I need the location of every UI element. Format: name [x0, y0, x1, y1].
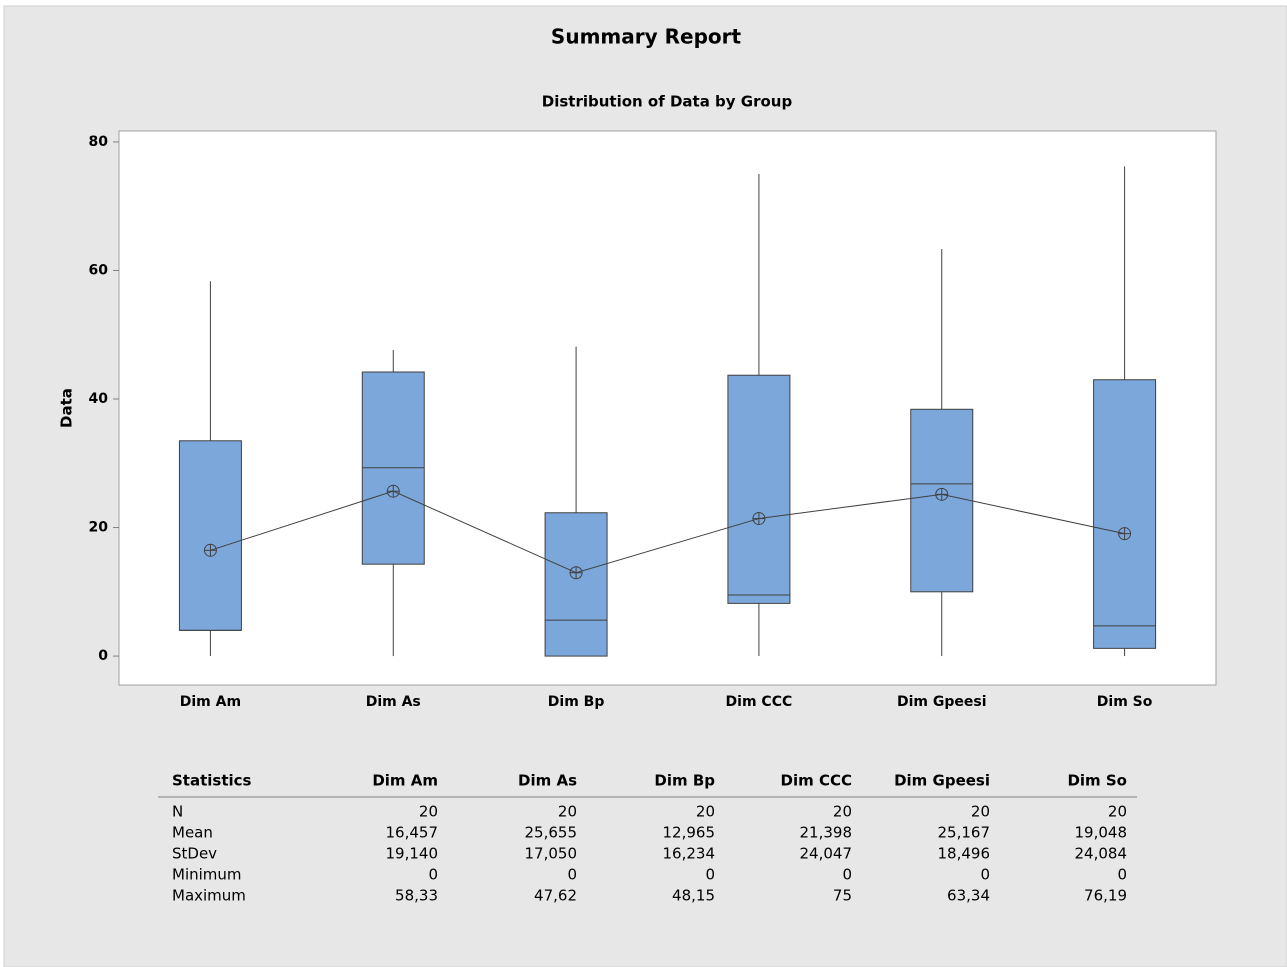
- box: [727, 374, 791, 604]
- mean-line: [210, 490, 1125, 574]
- table-header: Statistics: [172, 772, 252, 790]
- mean-marker: [203, 543, 217, 557]
- box: [544, 512, 608, 657]
- table-cell: 20: [419, 803, 438, 821]
- y-tick-label: 0: [98, 648, 108, 664]
- y-tick-label: 80: [89, 134, 109, 150]
- table-cell: 24,084: [1075, 845, 1128, 863]
- table-header: Dim So: [1067, 772, 1127, 790]
- x-tick-label: Dim Bp: [548, 694, 605, 710]
- y-tick-label: 60: [89, 262, 109, 278]
- y-tick-label: 20: [89, 520, 109, 536]
- x-tick-label: Dim Am: [180, 694, 241, 710]
- x-tick-label: Dim As: [366, 694, 421, 710]
- table-cell: 58,33: [395, 887, 438, 905]
- table-cell: 47,62: [534, 887, 577, 905]
- table-cell: StDev: [172, 845, 217, 863]
- table-header: Dim CCC: [781, 772, 852, 790]
- table-cell: 20: [696, 803, 715, 821]
- plot-area: [118, 130, 1217, 686]
- mean-marker: [569, 566, 583, 580]
- table-cell: 0: [1117, 866, 1127, 884]
- table-cell: 25,167: [938, 824, 991, 842]
- table-header: Dim Gpeesi: [894, 772, 990, 790]
- x-tick-label: Dim So: [1097, 694, 1153, 710]
- table-cell: 21,398: [800, 824, 853, 842]
- chart-subtitle: Distribution of Data by Group: [542, 93, 793, 111]
- y-tick-label: 40: [89, 391, 109, 407]
- mean-marker: [386, 484, 400, 498]
- table-cell: 76,19: [1084, 887, 1127, 905]
- table-cell: 0: [567, 866, 577, 884]
- box: [178, 440, 242, 631]
- table-cell: 20: [1108, 803, 1127, 821]
- mean-marker: [935, 487, 949, 501]
- table-cell: 0: [842, 866, 852, 884]
- table-cell: Minimum: [172, 866, 242, 884]
- x-tick-label: Dim Gpeesi: [897, 694, 987, 710]
- table-cell: 25,655: [525, 824, 578, 842]
- table-cell: 20: [558, 803, 577, 821]
- table-cell: 20: [833, 803, 852, 821]
- table-cell: 19,048: [1075, 824, 1128, 842]
- table-cell: 75: [833, 887, 852, 905]
- table-cell: 24,047: [800, 845, 853, 863]
- table-cell: N: [172, 803, 183, 821]
- table-cell: 19,140: [386, 845, 439, 863]
- table-cell: 63,34: [947, 887, 990, 905]
- table-cell: 17,050: [525, 845, 578, 863]
- table-cell: 20: [971, 803, 990, 821]
- table-cell: Maximum: [172, 887, 246, 905]
- table-header: Dim Am: [372, 772, 438, 790]
- mean-marker: [1118, 527, 1132, 541]
- table-cell: 0: [980, 866, 990, 884]
- table-cell: 0: [705, 866, 715, 884]
- box: [1093, 379, 1157, 649]
- mean-marker: [752, 512, 766, 526]
- table-cell: 16,457: [386, 824, 439, 842]
- report-title: Summary Report: [551, 25, 742, 49]
- table-header: Dim As: [518, 772, 577, 790]
- table-cell: 16,234: [663, 845, 716, 863]
- x-tick-label: Dim CCC: [726, 694, 793, 710]
- table-cell: 48,15: [672, 887, 715, 905]
- table-cell: 12,965: [663, 824, 716, 842]
- table-header: Dim Bp: [654, 772, 715, 790]
- y-axis-title: Data: [58, 388, 76, 428]
- table-cell: 0: [428, 866, 438, 884]
- table-cell: 18,496: [938, 845, 991, 863]
- table-cell: Mean: [172, 824, 213, 842]
